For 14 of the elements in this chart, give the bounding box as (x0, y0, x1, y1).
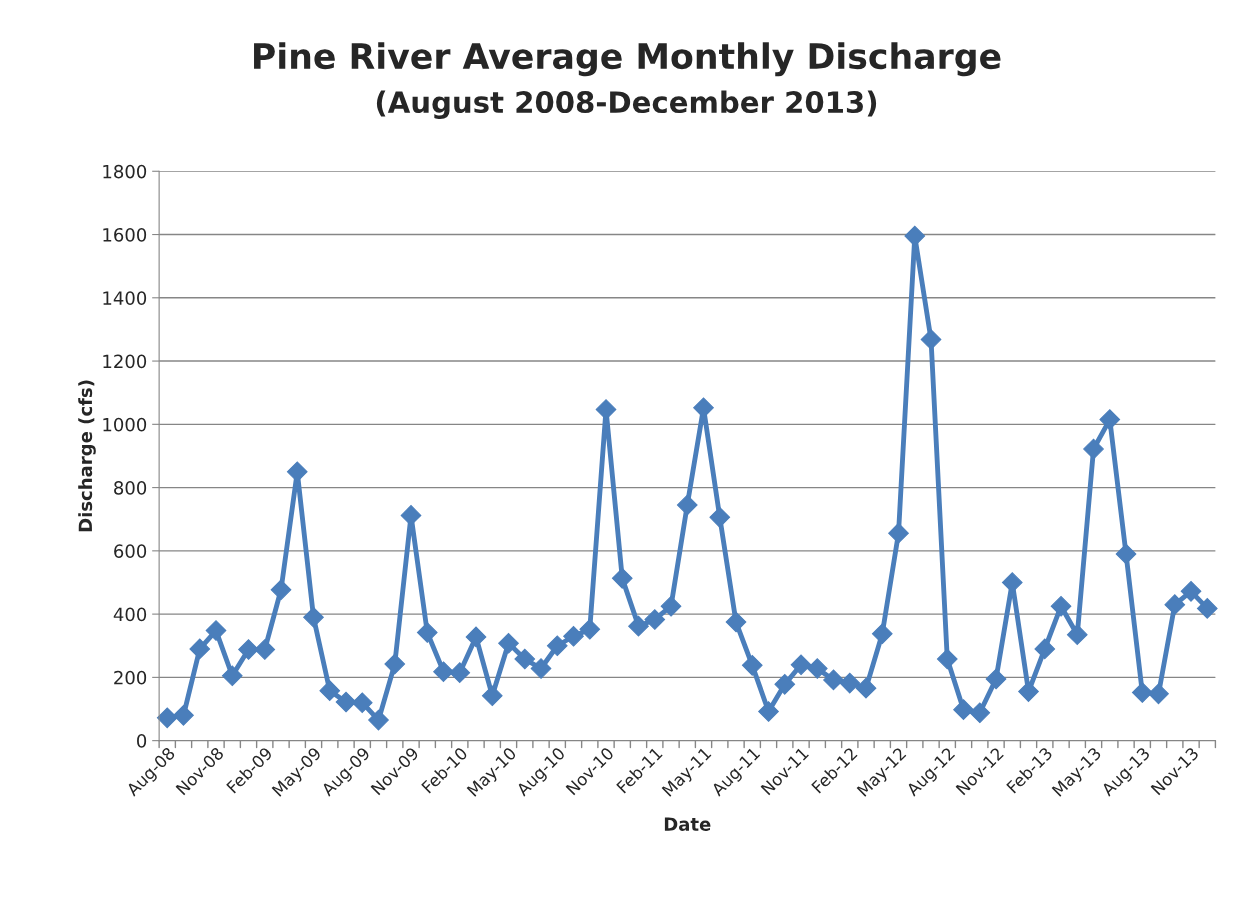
y-tick-label: 1000 (103, 417, 147, 432)
y-tick-label: 1800 (103, 164, 147, 179)
y-tick-label: 800 (114, 481, 147, 495)
chart-title: Pine River Average Monthly Discharge (254, 42, 1001, 77)
y-axis-title: Discharge (cfs) (78, 380, 96, 532)
y-tick-label: 200 (114, 670, 147, 685)
y-tick-label: 600 (114, 544, 147, 558)
y-tick-label: 1200 (103, 354, 147, 369)
x-axis-title: Date (664, 817, 711, 831)
y-tick-label: 1600 (103, 227, 147, 242)
y-tick-label: 0 (137, 734, 147, 748)
y-tick-label: 400 (113, 607, 147, 622)
y-tick-label: 1400 (103, 291, 147, 305)
chart-subtitle: (August 2008-December 2013) (376, 90, 877, 119)
